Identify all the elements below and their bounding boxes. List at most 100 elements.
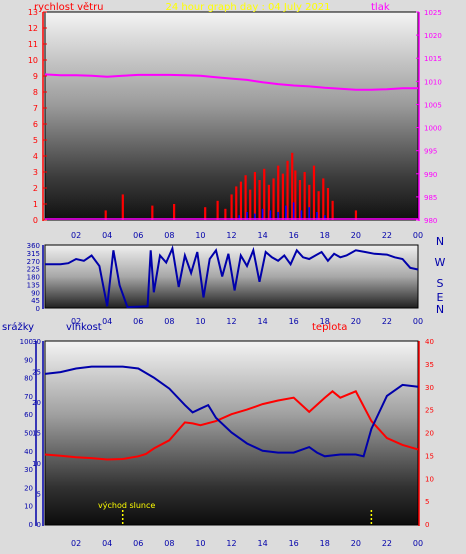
gust-bar xyxy=(239,181,243,220)
wind-avg-bar xyxy=(254,213,256,220)
x-tick-label-16: 16 xyxy=(289,317,299,326)
x-tick-label-02: 02 xyxy=(71,231,81,240)
wind-avg-bar xyxy=(238,215,241,220)
wind-avg-bar xyxy=(285,205,287,220)
temperature-tick-15: 15 xyxy=(425,452,434,460)
direction-tick-0: 0 xyxy=(36,305,40,313)
gust-bar xyxy=(298,180,302,220)
direction-line xyxy=(45,245,419,309)
gust-bar xyxy=(291,152,294,220)
rain-tick-60: 60 xyxy=(24,411,33,419)
pressure-tick-1010: 1010 xyxy=(424,78,442,86)
pressure-tick-980: 980 xyxy=(424,217,437,225)
gust-bar xyxy=(294,170,297,220)
gust-bar xyxy=(317,191,320,220)
x-tick-label-18: 18 xyxy=(320,317,330,326)
pressure-tick-990: 990 xyxy=(424,171,437,179)
rain-tick-100: 100 xyxy=(20,338,33,346)
wind-avg-bar xyxy=(300,210,303,220)
humidity-tick-25: 25 xyxy=(32,369,41,377)
gust-bar xyxy=(267,184,270,220)
compass-label-E: E xyxy=(437,291,444,304)
x-tick-label-14: 14 xyxy=(257,539,267,548)
gust-bar xyxy=(216,200,219,220)
gust-bar xyxy=(263,168,266,220)
pressure-tick-1020: 1020 xyxy=(424,32,442,40)
direction-tick-315: 315 xyxy=(27,250,40,258)
wind-tick-6: 6 xyxy=(33,120,38,129)
x-tick-label-14: 14 xyxy=(257,317,267,326)
chart-title: 24 hour graph day : 04 July 2021 xyxy=(165,2,330,13)
compass-label-S: S xyxy=(437,277,444,290)
wind-pressure-marks: 0123456789101112139809859909951000100510… xyxy=(28,8,442,240)
humidity-axis-label: vlhkost xyxy=(66,322,102,333)
direction-tick-45: 45 xyxy=(31,297,40,305)
x-tick-label-18: 18 xyxy=(320,539,330,548)
temperature-axis-label: teplota xyxy=(312,322,347,333)
gust-bar xyxy=(244,175,247,220)
temperature-line xyxy=(44,390,419,461)
direction-tick-90: 90 xyxy=(31,289,40,297)
compass-label-W: W xyxy=(435,256,446,269)
humidity-line xyxy=(44,365,419,458)
wind-avg-bar xyxy=(269,210,272,220)
x-tick-label-04: 04 xyxy=(102,317,112,326)
gust-bar xyxy=(312,165,316,220)
humidity-tick-0: 0 xyxy=(37,521,41,529)
temperature-tick-35: 35 xyxy=(425,361,434,369)
gust-bar xyxy=(230,194,233,220)
direction-tick-180: 180 xyxy=(27,274,40,282)
x-tick-label-12: 12 xyxy=(226,539,236,548)
rain-tick-90: 90 xyxy=(24,356,33,364)
compass-label-N: N xyxy=(436,303,444,316)
direction-tick-360: 360 xyxy=(27,242,40,250)
x-tick-label-06: 06 xyxy=(133,231,143,240)
gust-bar xyxy=(331,200,334,220)
direction-tick-225: 225 xyxy=(27,266,40,274)
wind-avg-bar xyxy=(246,212,248,220)
gust-bar xyxy=(253,172,257,220)
gust-bar xyxy=(224,208,227,220)
wind-avg-bar xyxy=(323,215,326,220)
gust-bar xyxy=(249,189,252,220)
wind-tick-2: 2 xyxy=(33,184,38,193)
gust-bar xyxy=(281,173,284,220)
humidity-tick-15: 15 xyxy=(32,430,41,438)
x-tick-label-08: 08 xyxy=(164,317,174,326)
x-tick-label-06: 06 xyxy=(133,317,143,326)
gust-bar xyxy=(303,172,306,220)
x-tick-label-10: 10 xyxy=(195,317,205,326)
direction-tick-135: 135 xyxy=(27,281,40,289)
x-tick-label-08: 08 xyxy=(164,539,174,548)
x-tick-label-16: 16 xyxy=(289,539,299,548)
temperature-tick-10: 10 xyxy=(425,475,434,483)
wind-tick-13: 13 xyxy=(28,8,38,17)
x-tick-label-22: 22 xyxy=(382,317,392,326)
humidity-tick-30: 30 xyxy=(32,338,41,346)
x-tick-label-12: 12 xyxy=(226,231,236,240)
sunrise-annotation: východ slunce xyxy=(98,501,155,510)
gust-bar xyxy=(151,205,154,220)
x-tick-label-18: 18 xyxy=(320,231,330,240)
rain-axis-label: srážky xyxy=(2,321,34,333)
wind-tick-7: 7 xyxy=(33,104,38,113)
temperature-tick-40: 40 xyxy=(425,338,434,346)
x-tick-label-02: 02 xyxy=(71,317,81,326)
humidity-tick-10: 10 xyxy=(32,460,41,468)
pressure-tick-1015: 1015 xyxy=(424,55,442,63)
x-tick-label-12: 12 xyxy=(226,317,236,326)
rain-tick-30: 30 xyxy=(24,466,33,474)
wind-avg-bar xyxy=(316,212,318,220)
x-tick-label-00: 00 xyxy=(413,317,423,326)
x-tick-label-22: 22 xyxy=(382,539,392,548)
gust-bar xyxy=(258,180,261,220)
gust-bar xyxy=(326,188,330,220)
rain-tick-10: 10 xyxy=(24,503,33,511)
pressure-tick-985: 985 xyxy=(424,194,437,202)
pressure-tick-995: 995 xyxy=(424,148,437,156)
humidity-tick-5: 5 xyxy=(37,491,41,499)
x-tick-label-00: 00 xyxy=(413,539,423,548)
